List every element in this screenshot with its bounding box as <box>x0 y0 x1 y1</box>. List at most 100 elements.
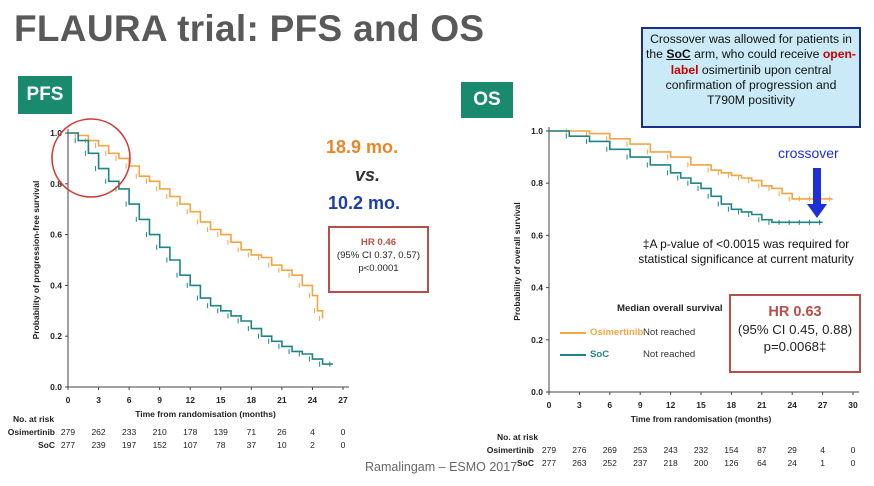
at-risk-value: 64 <box>757 458 767 468</box>
pfs-median-soc: 10.2 mo. <box>328 193 401 213</box>
x-tick-label: 9 <box>638 400 643 410</box>
x-tick-label: 21 <box>757 400 767 410</box>
y-tick-label: 0.0 <box>50 382 62 392</box>
pfs-median-osimertinib: 18.9 mo. <box>326 137 399 157</box>
at-risk-header: No. at risk <box>497 432 538 442</box>
pfs-vs: vs. <box>355 165 381 185</box>
x-tick-label: 12 <box>666 400 676 410</box>
os-hr-p: p=0.0068‡ <box>763 339 827 354</box>
at-risk-value: 277 <box>542 458 556 468</box>
at-risk-value: 0 <box>341 440 346 450</box>
x-tick-label: 6 <box>127 395 132 405</box>
at-risk-value: 4 <box>820 445 825 455</box>
crossover-callout: Crossover was allowed for patients in th… <box>641 27 861 128</box>
at-risk-value: 24 <box>787 458 797 468</box>
at-risk-value: 218 <box>664 458 678 468</box>
series-line-soc <box>549 130 823 224</box>
callout-soc: SoC <box>666 47 691 62</box>
highlight-circle <box>51 118 131 198</box>
at-risk-name: SoC <box>38 440 55 450</box>
y-tick-label: 0.6 <box>50 230 62 240</box>
series-line-osimertinib <box>68 132 324 319</box>
at-risk-value: 139 <box>214 427 228 437</box>
at-risk-value: 4 <box>310 427 315 437</box>
at-risk-name: Osimertinib <box>8 427 55 437</box>
at-risk-value: 262 <box>91 427 105 437</box>
at-risk-value: 0 <box>851 458 856 468</box>
at-risk-value: 26 <box>277 427 287 437</box>
at-risk-value: 239 <box>91 440 105 450</box>
x-tick-label: 18 <box>247 395 257 405</box>
os-chart: 0.0 0.2 0.4 0.6 0.8 1.0 0 3 6 9 12 15 18 21 24 27 30 Time… <box>487 126 859 468</box>
x-tick-label: 15 <box>696 400 706 410</box>
at-risk-value: 107 <box>183 440 197 450</box>
pfs-hr-title: HR 0.46 <box>360 237 397 248</box>
x-tick-label: 3 <box>96 395 101 405</box>
series-line-osimertinib <box>549 130 833 200</box>
at-risk-value: 253 <box>633 445 647 455</box>
at-risk-value: 210 <box>153 427 167 437</box>
at-risk-value: 126 <box>724 458 738 468</box>
legend-swatch-soc <box>560 354 586 356</box>
at-risk-value: 37 <box>247 440 257 450</box>
y-axis-label: Probability of progression-free survival <box>31 181 41 340</box>
at-risk-value: 200 <box>694 458 708 468</box>
at-risk-value: 78 <box>216 440 226 450</box>
x-tick-label: 3 <box>577 400 582 410</box>
crossover-arrow <box>807 168 827 218</box>
x-tick-label: 30 <box>848 400 858 410</box>
at-risk-value: 152 <box>153 440 167 450</box>
os-tag: OS <box>461 82 513 118</box>
at-risk-value: 276 <box>572 445 586 455</box>
callout-text-3: osimertinib upon central confirmation of… <box>665 62 837 108</box>
legend-title: Median overall survival <box>617 303 723 314</box>
os-hr-box: HR 0.63 (95% CI 0.45, 0.88) p=0.0068‡ <box>729 294 861 373</box>
at-risk-value: 197 <box>122 440 136 450</box>
at-risk-value: 277 <box>61 440 75 450</box>
callout-text-1: Crossover was allowed for patients in th… <box>646 32 852 62</box>
at-risk-value: 1 <box>820 458 825 468</box>
legend-status-soc: Not reached <box>643 349 696 360</box>
legend-label-osimertinib: Osimertinib <box>590 327 644 338</box>
y-tick-label: 0.4 <box>50 280 62 290</box>
legend-row-osimertinib: Osimertinib Not reached <box>560 327 730 339</box>
x-axis-label: Time from randomisation (months) <box>631 414 772 424</box>
crossover-label: crossover <box>778 145 839 161</box>
pfs-hr-p: p<0.0001 <box>358 263 399 274</box>
at-risk-value: 10 <box>277 440 287 450</box>
at-risk-value: 233 <box>122 427 136 437</box>
at-risk-name: Osimertinib <box>487 445 534 455</box>
at-risk-value: 232 <box>694 445 708 455</box>
y-tick-label: 0.0 <box>531 387 543 397</box>
at-risk-value: 252 <box>603 458 617 468</box>
y-tick-label: 0.8 <box>50 179 62 189</box>
at-risk-name: SoC <box>517 458 534 468</box>
at-risk-value: 279 <box>542 445 556 455</box>
slide-title: FLAURA trial: PFS and OS <box>14 8 485 49</box>
pfs-hr-box: HR 0.46 (95% CI 0.37, 0.57) p<0.0001 <box>328 226 429 293</box>
at-risk-header: No. at risk <box>13 414 54 424</box>
at-risk-value: 29 <box>787 445 797 455</box>
x-tick-label: 21 <box>277 395 287 405</box>
os-hr-ci: (95% CI 0.45, 0.88) <box>737 322 853 337</box>
legend-label-soc: SoC <box>590 349 610 360</box>
at-risk-value: 279 <box>61 427 75 437</box>
significance-note: ‡A p-value of <0.0015 was required for s… <box>638 237 854 266</box>
callout-text-2: arm, who could receive <box>690 47 823 62</box>
x-tick-label: 0 <box>547 400 552 410</box>
pfs-hr-ci: (95% CI 0.37, 0.57) <box>336 250 421 261</box>
at-risk-value: 154 <box>724 445 738 455</box>
at-risk-value: 0 <box>851 445 856 455</box>
x-tick-label: 24 <box>787 400 797 410</box>
y-tick-label: 0.2 <box>50 331 62 341</box>
x-tick-label: 12 <box>185 395 195 405</box>
x-tick-label: 6 <box>607 400 612 410</box>
y-tick-label: 0.2 <box>531 335 543 345</box>
y-tick-label: 1.0 <box>531 126 543 136</box>
at-risk-value: 237 <box>633 458 647 468</box>
x-tick-label: 24 <box>308 395 318 405</box>
y-axis-label: Probability of overall survival <box>512 202 522 321</box>
x-tick-label: 27 <box>338 395 348 405</box>
x-tick-label: 15 <box>216 395 226 405</box>
series-line-soc <box>68 132 333 365</box>
